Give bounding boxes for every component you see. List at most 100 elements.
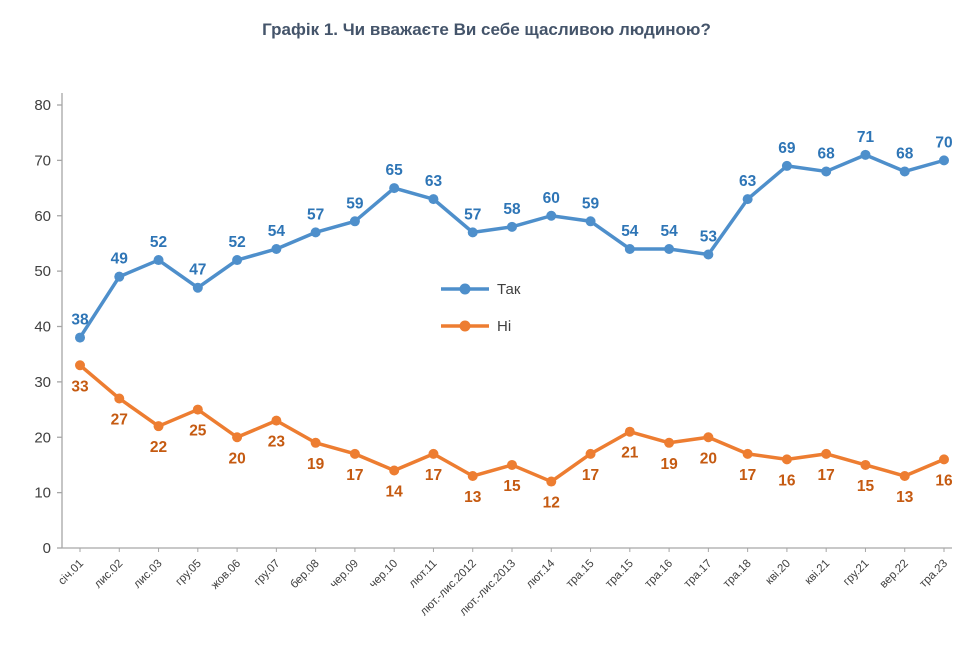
x-tick-label: лис.02 [92, 558, 125, 591]
data-point [860, 149, 871, 160]
data-label: 17 [346, 467, 363, 484]
data-point [428, 448, 439, 459]
data-label: 59 [346, 195, 364, 212]
data-point [939, 155, 949, 166]
data-label: 49 [111, 251, 129, 268]
data-label: 53 [700, 229, 718, 246]
x-tick-label: тра.23 [918, 558, 951, 591]
data-point [232, 432, 243, 443]
y-tick-label: 20 [34, 429, 51, 446]
data-label: 17 [739, 467, 756, 484]
legend-label: Ні [497, 318, 511, 335]
data-point [232, 255, 243, 266]
data-point [742, 448, 753, 459]
data-point [821, 166, 832, 177]
data-point [585, 448, 596, 459]
data-point [624, 243, 635, 254]
x-tick-label: чер.09 [328, 558, 361, 591]
data-label: 17 [425, 467, 442, 484]
legend-marker [459, 283, 471, 295]
y-tick-label: 30 [34, 374, 51, 391]
data-point [114, 271, 125, 282]
data-label: 17 [818, 467, 835, 484]
data-label: 54 [660, 223, 678, 240]
x-tick-label: тра.15 [564, 558, 597, 591]
data-label: 71 [857, 129, 875, 146]
data-label: 23 [268, 434, 286, 451]
x-tick-label: лис.03 [132, 558, 165, 591]
data-label: 57 [307, 206, 324, 223]
data-point [389, 183, 400, 194]
y-tick-label: 50 [34, 263, 51, 280]
y-tick-label: 70 [34, 152, 51, 169]
line-chart: 0 10 20 30 40 50 60 70 80 січ.01 лис.02 лис.03 гру.0… [34, 93, 953, 618]
data-point [271, 243, 282, 254]
data-label: 54 [621, 223, 639, 240]
data-label: 21 [621, 445, 639, 462]
x-tick-label: січ.01 [56, 558, 86, 588]
data-point [310, 227, 321, 238]
data-label: 13 [464, 489, 482, 506]
data-label: 58 [503, 201, 521, 218]
x-tick-label: тра.16 [643, 558, 676, 591]
data-label: 69 [778, 140, 796, 157]
data-label: 68 [896, 145, 914, 162]
data-point [781, 160, 792, 171]
x-tick-label: вер.22 [878, 558, 911, 591]
data-label: 57 [464, 206, 481, 223]
data-point [153, 421, 164, 432]
data-point [899, 471, 910, 482]
data-point [546, 476, 557, 487]
x-tick-label: бер.08 [288, 558, 321, 591]
data-point [75, 360, 85, 371]
data-label: 19 [660, 456, 678, 473]
x-tick-label: жов.06 [209, 558, 243, 592]
data-point [114, 393, 125, 404]
data-label: 68 [818, 145, 836, 162]
data-label: 47 [189, 262, 206, 279]
legend-marker [459, 320, 471, 332]
data-label: 70 [935, 134, 952, 151]
data-label: 38 [71, 312, 89, 329]
legend-label: Так [497, 281, 521, 298]
data-label: 54 [268, 223, 286, 240]
data-label: 59 [582, 195, 600, 212]
x-tick-label: тра.18 [721, 558, 754, 591]
data-label: 16 [935, 472, 953, 489]
data-point [428, 194, 439, 205]
data-label: 63 [739, 173, 757, 190]
data-label: 63 [425, 173, 443, 190]
x-tick-label: гру.05 [174, 558, 204, 588]
data-label: 16 [778, 472, 796, 489]
data-point [507, 221, 517, 232]
data-label: 20 [228, 450, 245, 467]
x-tick-label: лют.14 [524, 557, 558, 591]
data-point [507, 459, 517, 470]
y-tick-label: 80 [34, 97, 51, 114]
x-tick-label: тра.17 [682, 558, 715, 591]
data-label: 25 [189, 423, 207, 440]
data-point [310, 437, 321, 448]
x-tick-label: чер.10 [367, 558, 400, 591]
data-point [703, 432, 714, 443]
y-tick-label: 10 [34, 485, 51, 502]
data-point [349, 216, 360, 227]
data-point [153, 255, 164, 266]
data-label: 17 [582, 467, 599, 484]
y-tick-label: 0 [43, 540, 51, 557]
data-point [703, 249, 714, 260]
data-point [664, 243, 675, 254]
data-point [742, 194, 753, 205]
data-label: 15 [857, 478, 875, 495]
data-label: 27 [111, 411, 128, 428]
data-label: 22 [150, 439, 167, 456]
y-tick-label: 40 [34, 319, 51, 336]
series-line-Так [78, 153, 946, 340]
y-tick-label: 60 [34, 208, 51, 225]
data-point [664, 437, 675, 448]
data-point [781, 454, 792, 465]
data-label: 15 [503, 478, 521, 495]
data-point [389, 465, 400, 476]
x-tick-label: гру.07 [252, 558, 282, 588]
data-point [821, 448, 832, 459]
